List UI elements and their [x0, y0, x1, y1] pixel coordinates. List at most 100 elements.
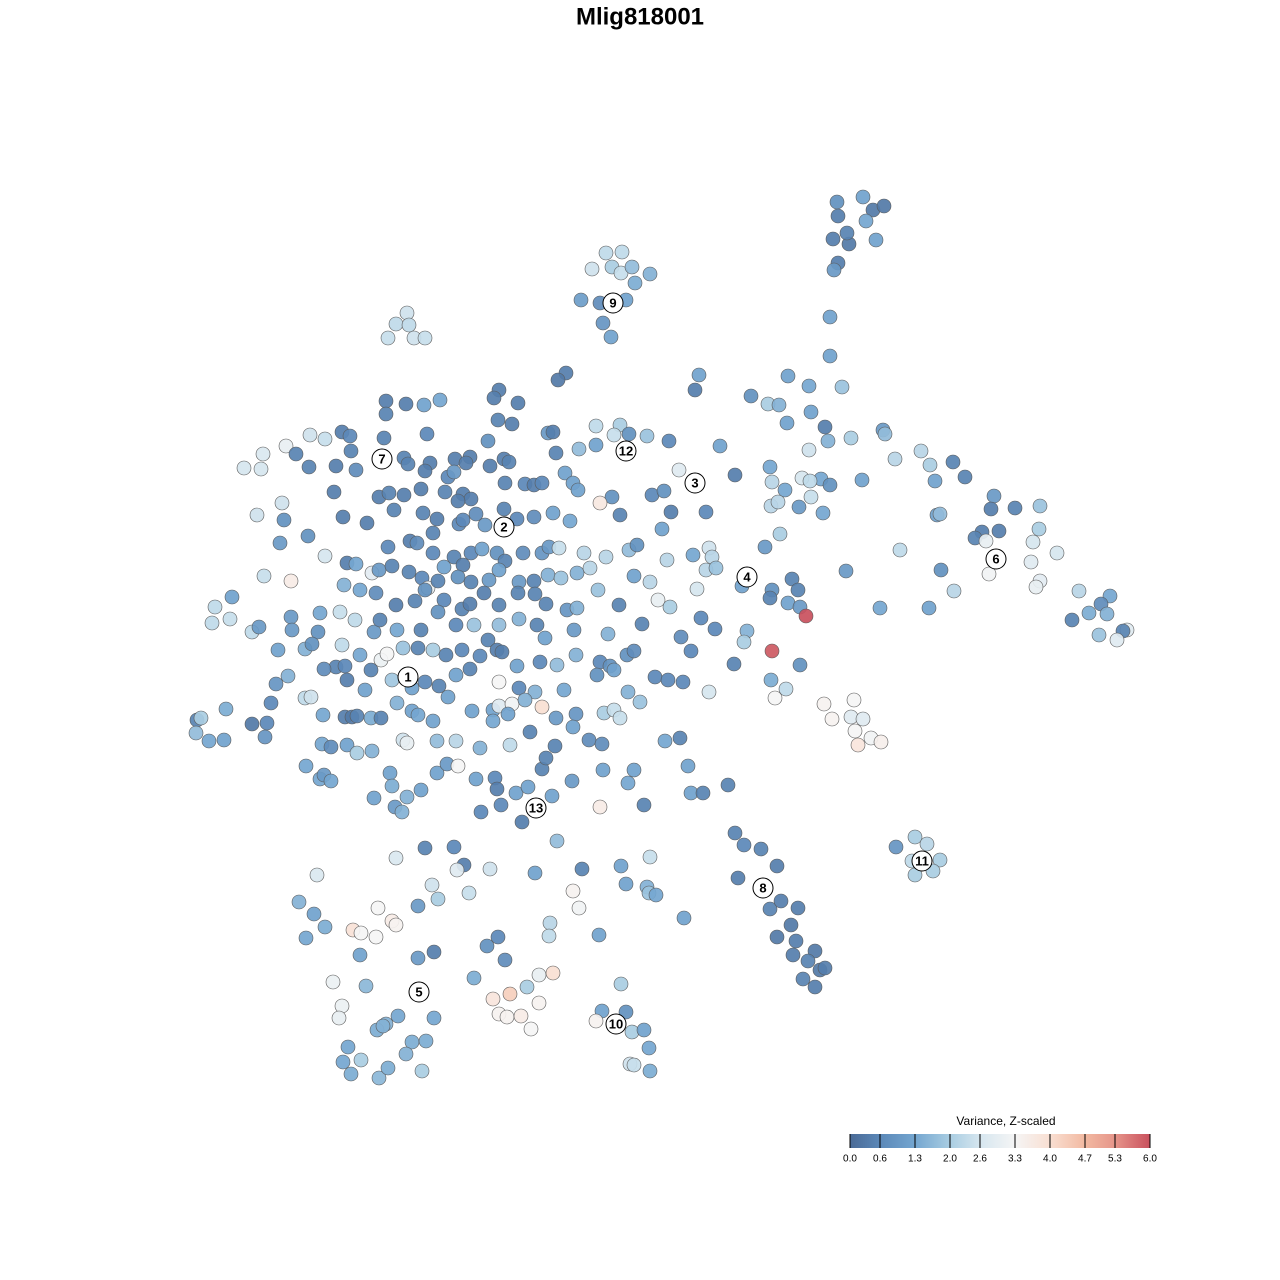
point	[366, 790, 382, 806]
point	[769, 858, 785, 874]
point	[767, 690, 783, 706]
point	[612, 507, 628, 523]
point	[414, 1063, 430, 1079]
point	[491, 562, 507, 578]
point	[604, 489, 620, 505]
point	[693, 610, 709, 626]
point	[276, 512, 292, 528]
point	[193, 710, 209, 726]
point	[477, 517, 493, 533]
point	[416, 397, 432, 413]
point	[571, 900, 587, 916]
point	[480, 433, 496, 449]
point	[301, 459, 317, 475]
point	[343, 443, 359, 459]
point	[582, 560, 598, 576]
point	[801, 442, 817, 458]
cluster-label: 2	[500, 519, 507, 534]
point	[855, 711, 871, 727]
point	[410, 707, 426, 723]
point	[450, 569, 466, 585]
cluster-badge	[605, 1013, 627, 1035]
cluster-badge	[602, 292, 624, 314]
point	[778, 681, 794, 697]
point	[892, 542, 908, 558]
point	[1025, 534, 1041, 550]
colorbar-title: Variance, Z-scaled	[956, 1114, 1055, 1128]
point	[707, 621, 723, 637]
point	[380, 1060, 396, 1076]
point	[257, 729, 273, 745]
point	[259, 715, 275, 731]
point	[581, 732, 597, 748]
point	[413, 481, 429, 497]
point	[417, 463, 433, 479]
point	[620, 684, 636, 700]
point	[807, 943, 823, 959]
point	[621, 426, 637, 442]
cluster-badge	[493, 516, 515, 538]
point	[274, 495, 290, 511]
point	[517, 692, 533, 708]
point	[382, 765, 398, 781]
point	[660, 672, 676, 688]
point	[218, 701, 234, 717]
point	[531, 967, 547, 983]
point	[1032, 498, 1048, 514]
point	[662, 599, 678, 615]
colorbar-tick-label: 6.0	[1143, 1154, 1157, 1165]
point	[650, 592, 666, 608]
point	[323, 739, 339, 755]
point	[450, 758, 466, 774]
point	[576, 545, 592, 561]
point	[424, 877, 440, 893]
point	[1064, 612, 1080, 628]
point	[573, 292, 589, 308]
point	[499, 1009, 515, 1025]
colorbar-tick-label: 3.3	[1008, 1154, 1022, 1165]
point	[824, 711, 840, 727]
point	[446, 839, 462, 855]
point	[698, 504, 714, 520]
point	[272, 535, 288, 551]
point	[548, 710, 564, 726]
point	[436, 592, 452, 608]
point	[376, 430, 392, 446]
point	[335, 1054, 351, 1070]
colorbar	[850, 1134, 1150, 1148]
point	[991, 523, 1007, 539]
point	[513, 1008, 529, 1024]
point	[419, 426, 435, 442]
point	[396, 487, 412, 503]
point	[331, 1010, 347, 1026]
point	[244, 716, 260, 732]
point	[762, 459, 778, 475]
point	[564, 773, 580, 789]
point	[410, 640, 426, 656]
point	[887, 451, 903, 467]
point	[413, 782, 429, 798]
point	[520, 779, 536, 795]
point	[613, 858, 629, 874]
point	[458, 455, 474, 471]
point	[371, 1070, 387, 1086]
point	[352, 647, 368, 663]
point	[388, 850, 404, 866]
point	[1099, 606, 1115, 622]
colorbar-tick-label: 4.0	[1043, 1154, 1057, 1165]
point	[647, 669, 663, 685]
point	[551, 540, 567, 556]
point	[624, 259, 640, 275]
point	[843, 430, 859, 446]
colorbar-tick-label: 2.0	[943, 1154, 957, 1165]
point	[407, 593, 423, 609]
point	[817, 960, 833, 976]
point	[1049, 545, 1065, 561]
point	[510, 395, 526, 411]
point	[595, 315, 611, 331]
point	[1007, 500, 1023, 516]
point	[395, 640, 411, 656]
point	[342, 428, 358, 444]
cluster-label: 10	[609, 1016, 623, 1031]
